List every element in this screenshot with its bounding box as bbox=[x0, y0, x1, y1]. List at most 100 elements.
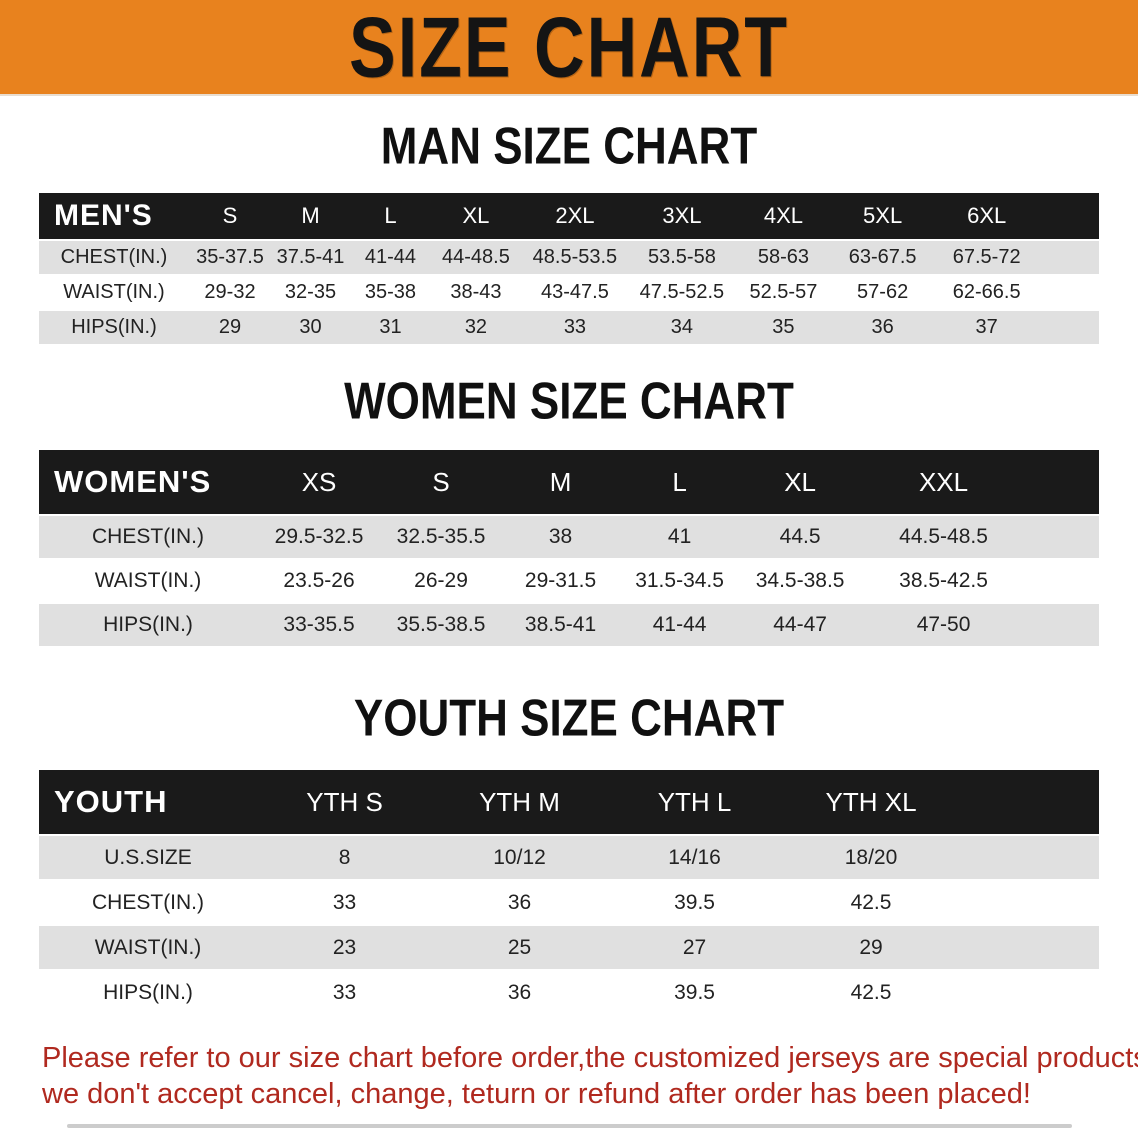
men-size-value: 29-32 bbox=[188, 274, 272, 309]
men-size-value: 48.5-53.5 bbox=[520, 239, 629, 274]
men-waist-row: WAIST(IN.) 29-32 32-35 35-38 38-43 43-47… bbox=[39, 274, 1099, 309]
women-size-value: 44.5 bbox=[739, 514, 862, 558]
youth-size-value: 29 bbox=[782, 924, 1099, 969]
youth-size-value: 10/12 bbox=[432, 834, 608, 879]
women-size-value: 44.5-48.5 bbox=[861, 514, 1099, 558]
men-size-value: 38-43 bbox=[430, 274, 521, 309]
youth-col-header: YTH L bbox=[607, 770, 783, 834]
youth-size-value: 18/20 bbox=[782, 834, 1099, 879]
men-size-value: 67.5-72 bbox=[933, 239, 1099, 274]
men-size-value: 53.5-58 bbox=[628, 239, 735, 274]
women-section-heading: WOMEN SIZE CHART bbox=[0, 373, 1138, 430]
men-size-value: 31 bbox=[349, 309, 431, 344]
men-size-table: MEN'S S M L XL 2XL 3XL 4XL 5XL 6XL CHEST… bbox=[39, 193, 1099, 344]
men-col-header: 5XL bbox=[831, 193, 934, 239]
men-size-value: 34 bbox=[628, 309, 735, 344]
youth-row-label: U.S.SIZE bbox=[39, 834, 258, 879]
men-size-value: 44-48.5 bbox=[430, 239, 521, 274]
youth-size-value: 42.5 bbox=[782, 969, 1099, 1014]
men-size-value: 29 bbox=[188, 309, 272, 344]
men-hips-row: HIPS(IN.) 29 30 31 32 33 34 35 36 37 bbox=[39, 309, 1099, 344]
youth-size-value: 33 bbox=[257, 879, 433, 924]
men-col-header: 2XL bbox=[520, 193, 629, 239]
men-size-value: 58-63 bbox=[734, 239, 832, 274]
youth-chest-row: CHEST(IN.) 33 36 39.5 42.5 bbox=[39, 879, 1099, 924]
women-size-value: 33-35.5 bbox=[257, 602, 382, 646]
women-size-value: 23.5-26 bbox=[257, 558, 382, 602]
women-size-value: 29-31.5 bbox=[501, 558, 621, 602]
youth-size-table: YOUTH YTH S YTH M YTH L YTH XL U.S.SIZE … bbox=[39, 770, 1099, 1014]
youth-waist-row: WAIST(IN.) 23 25 27 29 bbox=[39, 924, 1099, 969]
order-policy-line-2: we don't accept cancel, change, teturn o… bbox=[42, 1078, 1031, 1110]
women-col-header: L bbox=[620, 450, 740, 514]
men-header-row: MEN'S S M L XL 2XL 3XL 4XL 5XL 6XL bbox=[39, 193, 1099, 239]
youth-col-header: YTH XL bbox=[782, 770, 1099, 834]
youth-col-header: YTH M bbox=[432, 770, 608, 834]
men-size-value: 41-44 bbox=[349, 239, 431, 274]
men-size-value: 32-35 bbox=[271, 274, 350, 309]
men-size-value: 37 bbox=[933, 309, 1099, 344]
youth-size-value: 42.5 bbox=[782, 879, 1099, 924]
women-row-label: HIPS(IN.) bbox=[39, 602, 258, 646]
youth-size-value: 23 bbox=[257, 924, 433, 969]
women-size-value: 32.5-35.5 bbox=[381, 514, 502, 558]
men-section-heading: MAN SIZE CHART bbox=[0, 118, 1138, 175]
women-waist-row: WAIST(IN.) 23.5-26 26-29 29-31.5 31.5-34… bbox=[39, 558, 1099, 602]
youth-row-label: WAIST(IN.) bbox=[39, 924, 258, 969]
men-col-header: 3XL bbox=[628, 193, 735, 239]
men-size-value: 32 bbox=[430, 309, 521, 344]
women-size-value: 34.5-38.5 bbox=[739, 558, 862, 602]
bottom-shadow-divider bbox=[66, 1124, 1072, 1128]
women-col-header: XXL bbox=[861, 450, 1099, 514]
women-row-label: CHEST(IN.) bbox=[39, 514, 258, 558]
men-size-value: 30 bbox=[271, 309, 350, 344]
men-col-header: M bbox=[271, 193, 350, 239]
youth-header-row: YOUTH YTH S YTH M YTH L YTH XL bbox=[39, 770, 1099, 834]
women-size-value: 29.5-32.5 bbox=[257, 514, 382, 558]
men-size-value: 63-67.5 bbox=[831, 239, 934, 274]
women-size-value: 44-47 bbox=[739, 602, 862, 646]
men-size-value: 36 bbox=[831, 309, 934, 344]
women-col-header: XS bbox=[257, 450, 382, 514]
youth-size-value: 25 bbox=[432, 924, 608, 969]
youth-row-label: CHEST(IN.) bbox=[39, 879, 258, 924]
men-size-value: 35-37.5 bbox=[188, 239, 272, 274]
banner-title: SIZE CHART bbox=[349, 0, 789, 95]
women-size-value: 47-50 bbox=[861, 602, 1099, 646]
women-size-value: 38.5-42.5 bbox=[861, 558, 1099, 602]
order-policy-note: Please refer to our size chart before or… bbox=[0, 1040, 1138, 1112]
men-size-value: 57-62 bbox=[831, 274, 934, 309]
women-heading-text: WOMEN SIZE CHART bbox=[344, 372, 794, 431]
men-col-header: 4XL bbox=[734, 193, 832, 239]
youth-row-label: HIPS(IN.) bbox=[39, 969, 258, 1014]
youth-size-value: 36 bbox=[432, 969, 608, 1014]
men-size-value: 37.5-41 bbox=[271, 239, 350, 274]
men-col-header: S bbox=[188, 193, 272, 239]
men-heading-text: MAN SIZE CHART bbox=[380, 117, 758, 176]
men-col-header: L bbox=[349, 193, 431, 239]
men-col-header: XL bbox=[430, 193, 521, 239]
men-chest-row: CHEST(IN.) 35-37.5 37.5-41 41-44 44-48.5… bbox=[39, 239, 1099, 274]
youth-size-value: 27 bbox=[607, 924, 783, 969]
women-col-header: M bbox=[501, 450, 621, 514]
youth-ussize-row: U.S.SIZE 8 10/12 14/16 18/20 bbox=[39, 834, 1099, 879]
men-size-value: 33 bbox=[520, 309, 629, 344]
women-hips-row: HIPS(IN.) 33-35.5 35.5-38.5 38.5-41 41-4… bbox=[39, 602, 1099, 646]
men-size-value: 47.5-52.5 bbox=[628, 274, 735, 309]
men-row-label: WAIST(IN.) bbox=[39, 274, 189, 309]
size-chart-banner: SIZE CHART bbox=[0, 0, 1138, 96]
women-size-value: 26-29 bbox=[381, 558, 502, 602]
men-size-value: 35-38 bbox=[349, 274, 431, 309]
women-table-title: WOMEN'S bbox=[39, 450, 258, 514]
women-col-header: S bbox=[381, 450, 502, 514]
men-size-value: 35 bbox=[734, 309, 832, 344]
women-col-header: XL bbox=[739, 450, 862, 514]
youth-size-value: 33 bbox=[257, 969, 433, 1014]
women-size-value: 35.5-38.5 bbox=[381, 602, 502, 646]
youth-col-header: YTH S bbox=[257, 770, 433, 834]
men-col-header: 6XL bbox=[933, 193, 1099, 239]
men-table-title: MEN'S bbox=[39, 193, 189, 239]
women-row-label: WAIST(IN.) bbox=[39, 558, 258, 602]
women-size-value: 41-44 bbox=[620, 602, 740, 646]
men-row-label: CHEST(IN.) bbox=[39, 239, 189, 274]
